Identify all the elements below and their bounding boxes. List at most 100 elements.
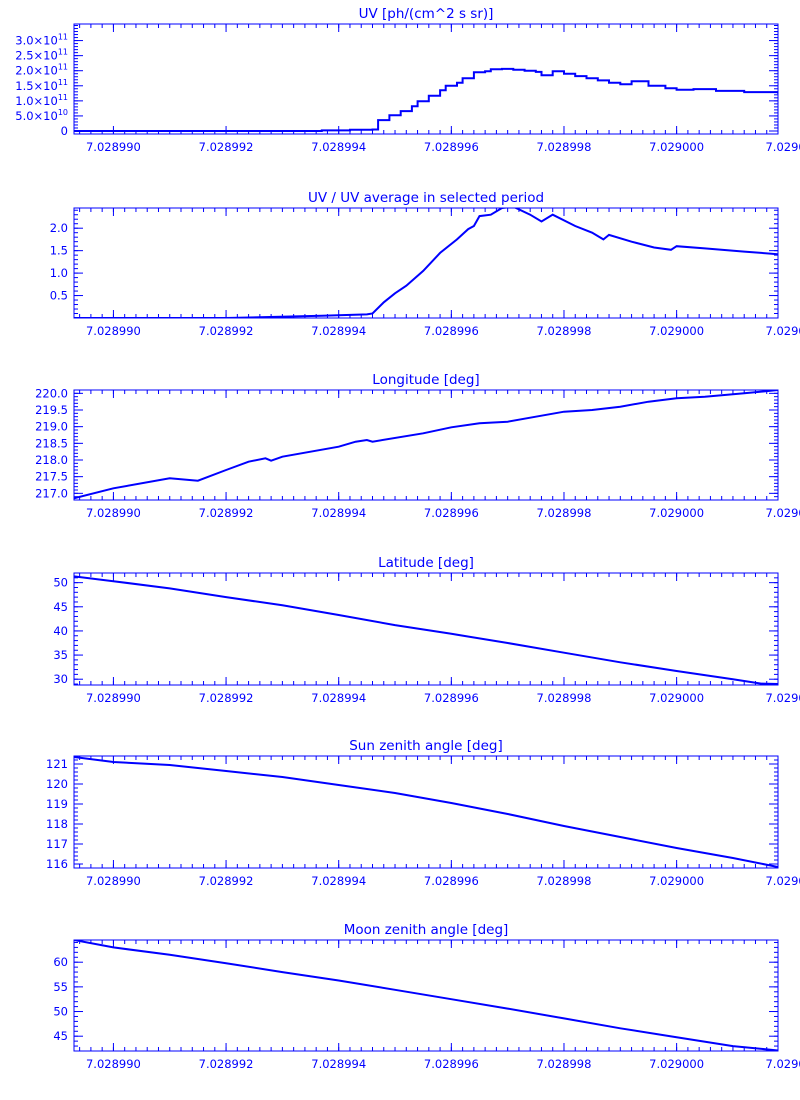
y-tick-label: 2.5×1011 [15,48,68,63]
x-tick-label: 7.028998 [537,140,592,154]
chart-title: Latitude [deg] [378,555,474,571]
chart-panel-1: UV [ph/(cm^2 s sr)] 7.028990 7.028992 7.028… [15,6,800,154]
y-tick-label: 218.0 [35,453,68,467]
y-tick-label: 0 [61,124,68,138]
x-tick-label: 7.028990 [86,874,141,888]
chart-panel-5: Sun zenith angle [deg] 7.028990 7.028992 7.… [46,738,800,888]
x-tick-label: 7.02900 [765,1057,800,1071]
y-tick-label: 35 [53,648,68,662]
y-tick-label: 1.5×1011 [15,78,68,93]
x-tick-label: 7.028990 [86,691,141,705]
data-series-line [74,67,778,132]
y-tick-label: 117 [46,837,68,851]
y-tick-label: 60 [53,955,68,969]
chart-title: Longitude [deg] [372,372,479,388]
y-tick-label: 3.0×1011 [15,33,68,48]
x-tick-label: 7.028992 [199,691,254,705]
x-tick-label: 7.028998 [537,1057,592,1071]
y-tick-label: 2.0 [50,221,68,235]
plot-frame [73,389,779,501]
x-tick-label: 7.028998 [537,506,592,520]
chart-title: UV / UV average in selected period [308,190,544,206]
chart-panel-2: UV / UV average in selected period 7.0289… [50,190,800,338]
chart-panel-6: Moon zenith angle [deg] 7.028990 7.028992 7… [53,922,800,1071]
x-tick-label: 7.028994 [311,1057,366,1071]
x-tick-label: 7.028992 [199,324,254,338]
y-tick-label: 50 [53,576,68,590]
x-tick-label: 7.028996 [424,140,479,154]
x-tick-label: 7.029000 [649,874,704,888]
y-tick-label: 40 [53,624,68,638]
x-tick-label: 7.02900 [765,324,800,338]
data-series-line [74,940,778,1051]
y-tick-label: 120 [46,777,68,791]
x-tick-label: 7.029000 [649,1057,704,1071]
x-tick-label: 7.028994 [311,140,366,154]
y-tick-label: 1.0 [50,266,68,280]
chart-panel-3: Longitude [deg] 7.028990 7.028992 7.028994 7… [35,372,800,520]
x-tick-label: 7.02900 [765,874,800,888]
y-tick-label: 55 [53,980,68,994]
plot-frame [73,755,779,869]
data-series-line [74,756,778,868]
plot-frame [73,939,779,1052]
x-tick-label: 7.028998 [537,324,592,338]
x-tick-label: 7.028990 [86,506,141,520]
y-tick-label: 217.0 [35,486,68,500]
x-tick-label: 7.02900 [765,140,800,154]
y-tick-label: 119 [46,797,68,811]
plot-frame [73,207,779,319]
y-tick-label: 217.5 [35,470,68,484]
chart-title: Sun zenith angle [deg] [349,738,503,754]
x-tick-label: 7.029000 [649,506,704,520]
x-tick-label: 7.028994 [311,506,366,520]
x-tick-label: 7.028996 [424,1057,479,1071]
y-tick-label: 118 [46,817,68,831]
chart-panel-4: Latitude [deg] 7.028990 7.028992 7.028994 7.… [53,555,800,705]
chart-title: Moon zenith angle [deg] [344,922,509,938]
plot-frame [73,23,779,135]
y-tick-label: 0.5 [50,289,68,303]
y-tick-label: 50 [53,1005,68,1019]
x-tick-label: 7.028994 [311,691,366,705]
x-tick-label: 7.028996 [424,874,479,888]
x-tick-label: 7.028996 [424,691,479,705]
x-tick-label: 7.029000 [649,691,704,705]
y-tick-label: 220.0 [35,386,68,400]
x-tick-label: 7.028998 [537,874,592,888]
y-tick-label: 2.0×1011 [15,63,68,78]
data-series-line [74,575,778,685]
x-tick-label: 7.028992 [199,140,254,154]
x-tick-label: 7.028994 [311,324,366,338]
x-tick-label: 7.028990 [86,324,141,338]
plot-frame [73,572,779,686]
data-series-line [74,390,778,500]
y-tick-label: 30 [53,672,68,686]
x-tick-label: 7.02900 [765,691,800,705]
x-tick-label: 7.02900 [765,506,800,520]
y-tick-label: 1.0×1011 [15,93,68,108]
x-tick-label: 7.029000 [649,324,704,338]
x-tick-label: 7.028990 [86,140,141,154]
y-tick-label: 45 [53,600,68,614]
y-tick-label: 45 [53,1029,68,1043]
x-tick-label: 7.028992 [199,1057,254,1071]
x-tick-label: 7.028994 [311,874,366,888]
y-tick-label: 218.5 [35,436,68,450]
x-tick-label: 7.028996 [424,324,479,338]
x-tick-label: 7.028996 [424,506,479,520]
y-tick-label: 219.5 [35,403,68,417]
x-tick-label: 7.028990 [86,1057,141,1071]
x-tick-label: 7.029000 [649,140,704,154]
data-series-line [74,208,778,318]
chart-title: UV [ph/(cm^2 s sr)] [359,6,494,22]
y-tick-label: 121 [46,757,68,771]
x-tick-label: 7.028992 [199,874,254,888]
y-tick-label: 116 [46,857,68,871]
x-tick-label: 7.028998 [537,691,592,705]
x-tick-label: 7.028992 [199,506,254,520]
y-tick-label: 1.5 [50,244,68,258]
y-tick-label: 219.0 [35,420,68,434]
y-tick-label: 5.0×1010 [15,108,68,123]
